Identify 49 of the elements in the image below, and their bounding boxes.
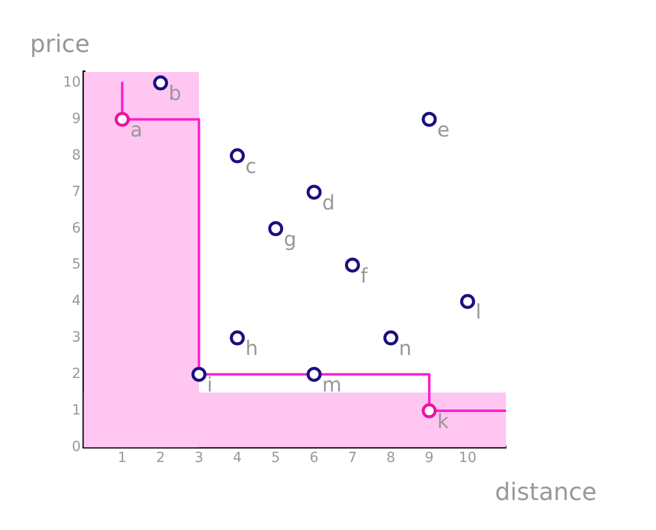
point [230,330,245,346]
point [114,112,130,127]
y-tick-label: 3 [72,330,81,346]
y-axis-title: price [30,30,90,58]
x-axis-title: distance [495,478,597,506]
point [268,221,284,236]
y-tick-label: 2 [72,366,81,382]
annotation: d [322,190,335,214]
annotation: a [130,118,142,142]
y-tick-label: 6 [72,220,81,236]
point [306,184,322,200]
annotation: g [284,226,296,251]
x-tick-label: 8 [386,450,396,466]
point [383,330,398,346]
x-tick-label: 7 [348,450,357,466]
x-tick-label: 10 [458,450,477,466]
x-tick-label: 1 [118,450,127,466]
y-tick-label: 9 [72,110,81,127]
x-tick-label: 4 [232,450,242,466]
y-tick-label: 0 [72,438,81,455]
point [344,258,360,273]
annotation: k [437,408,450,433]
y-tick-label: 7 [72,184,81,200]
y-tick-label: 8 [72,147,81,164]
annotation: l [476,300,482,324]
y-tick-label: 5 [72,256,81,273]
annotation: n [398,336,412,360]
x-tick-label: 3 [194,450,204,466]
annotation: h [245,336,258,360]
y-tick-label: 1 [72,402,81,418]
x-tick-label: 6 [310,450,319,466]
point [153,75,168,90]
x-tick-label: 2 [156,450,166,466]
point [230,148,245,164]
annotation: c [245,154,256,178]
annotation: i [206,372,213,397]
point [422,403,437,418]
annotation: e [437,118,450,142]
y-tick-label: 4 [72,293,81,310]
point [422,112,437,127]
annotation: f [360,263,368,288]
point [306,366,322,382]
point [191,366,206,382]
x-tick-label: 5 [271,450,280,466]
annotation: m [322,372,342,397]
y-tick-label: 10 [62,74,81,91]
point [460,294,476,309]
x-tick-label: 9 [424,450,434,466]
annotation: b [168,81,182,106]
